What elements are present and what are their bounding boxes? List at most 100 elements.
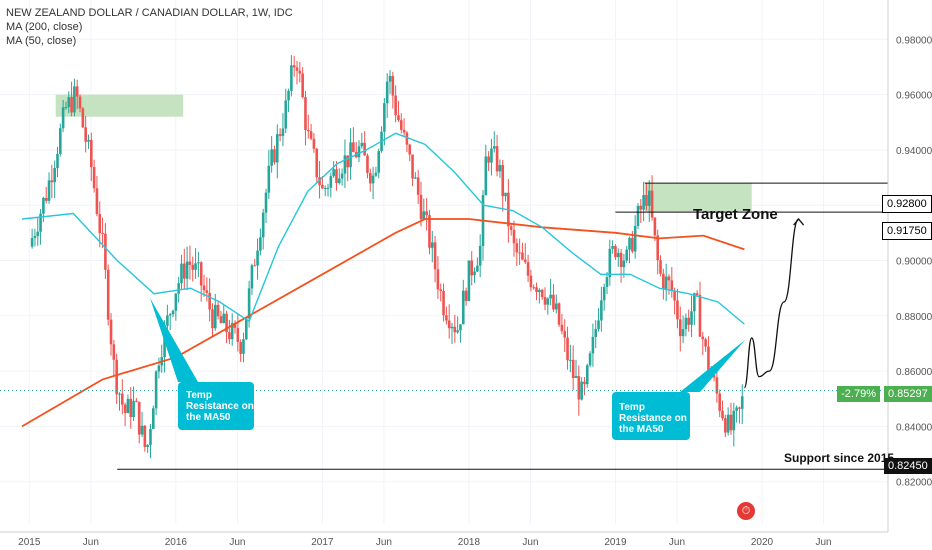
x-tick-label: Jun bbox=[815, 537, 831, 548]
candle-body bbox=[676, 300, 679, 320]
callout-right-line-1: Temp bbox=[619, 402, 645, 413]
candle-body bbox=[197, 262, 200, 264]
candle-body bbox=[270, 149, 273, 166]
candle-body bbox=[343, 155, 347, 174]
candle-body bbox=[295, 67, 299, 71]
candle-body bbox=[616, 252, 620, 258]
candle-body bbox=[619, 252, 623, 268]
candle-body bbox=[213, 304, 217, 329]
candle-body bbox=[168, 314, 172, 316]
candle-body bbox=[498, 165, 502, 172]
x-tick-label: Jun bbox=[229, 537, 245, 548]
y-tick-label: 0.94000 bbox=[896, 146, 932, 157]
candle-body bbox=[631, 237, 634, 252]
candle-body bbox=[425, 211, 428, 216]
x-tick-label: Jun bbox=[83, 537, 99, 548]
candle-body bbox=[636, 205, 640, 226]
candle-body bbox=[442, 290, 445, 316]
candle-body bbox=[518, 252, 521, 254]
callouts bbox=[150, 298, 745, 440]
candle-body bbox=[363, 142, 366, 156]
candle-body bbox=[112, 344, 116, 360]
candle-body bbox=[512, 229, 516, 244]
candle-body bbox=[678, 319, 682, 337]
candle-body bbox=[523, 259, 527, 263]
candle-body bbox=[278, 134, 282, 136]
candle-body bbox=[326, 187, 330, 189]
candle-body bbox=[56, 153, 59, 168]
candle-body bbox=[129, 398, 133, 418]
candle-body bbox=[740, 396, 744, 409]
candle-body bbox=[695, 293, 699, 295]
candle-body bbox=[659, 260, 662, 274]
candle-body bbox=[253, 265, 257, 267]
candle-body bbox=[563, 331, 567, 338]
candle-body bbox=[357, 146, 361, 158]
candle-body bbox=[36, 231, 40, 237]
candle-body bbox=[53, 167, 56, 183]
earnings-marker-icon[interactable]: ⏱ bbox=[737, 502, 755, 520]
candle-body bbox=[433, 242, 437, 270]
candle-body bbox=[222, 313, 226, 324]
candle-body bbox=[250, 265, 254, 289]
candle-body bbox=[529, 275, 533, 288]
candle-body bbox=[456, 330, 459, 333]
candle-body bbox=[185, 261, 189, 279]
callout-right-line-3: the MA50 bbox=[619, 424, 664, 435]
candle-body bbox=[662, 273, 665, 289]
candle-body bbox=[515, 243, 519, 253]
candle-body bbox=[411, 154, 414, 179]
candle-body bbox=[284, 100, 288, 129]
candle-body bbox=[115, 359, 118, 395]
target-zone bbox=[644, 183, 752, 213]
candle-body bbox=[735, 407, 738, 411]
candle-body bbox=[281, 128, 285, 136]
candle-body bbox=[109, 319, 113, 345]
legend-ma200: MA (200, close) bbox=[6, 21, 83, 33]
candle-body bbox=[591, 336, 595, 354]
candle-body bbox=[557, 303, 561, 325]
candle-body bbox=[715, 377, 719, 394]
candle-body bbox=[346, 155, 350, 168]
candle-body bbox=[67, 97, 71, 108]
candle-body bbox=[368, 172, 372, 184]
candle-body bbox=[687, 317, 691, 325]
candle-body bbox=[315, 148, 319, 178]
candle-body bbox=[642, 195, 645, 210]
candle-body bbox=[374, 172, 378, 176]
candle-body bbox=[304, 97, 307, 131]
y-tick-label: 0.84000 bbox=[896, 422, 932, 433]
candle-body bbox=[639, 205, 643, 210]
candle-body bbox=[600, 300, 603, 321]
candle-body bbox=[256, 250, 259, 266]
candle-body bbox=[273, 149, 276, 163]
candle-body bbox=[673, 290, 676, 301]
candle-body bbox=[323, 187, 327, 189]
x-tick-label: 2020 bbox=[751, 537, 774, 548]
candle-body bbox=[140, 425, 144, 435]
candle-body bbox=[202, 285, 206, 291]
chart-legend: NEW ZEALAND DOLLAR / CANADIAN DOLLAR, 1W… bbox=[6, 6, 293, 48]
candle-body bbox=[467, 260, 471, 301]
candle-body bbox=[453, 326, 457, 333]
candle-body bbox=[230, 323, 234, 340]
callout-right-text: Temp Resistance on the MA50 bbox=[619, 402, 687, 435]
candle-body bbox=[267, 165, 271, 193]
candle-body bbox=[622, 260, 626, 268]
candle-body bbox=[726, 414, 730, 433]
annotation-lines bbox=[0, 182, 888, 470]
candle-body bbox=[73, 86, 76, 113]
callout-right-pointer bbox=[680, 340, 745, 392]
candle-body bbox=[199, 262, 203, 286]
candle-body bbox=[205, 290, 209, 293]
candle-body bbox=[422, 211, 426, 220]
candle-body bbox=[64, 107, 68, 109]
candle-body bbox=[225, 313, 228, 333]
candle-body bbox=[242, 339, 245, 354]
candle-body bbox=[408, 144, 412, 155]
candle-body bbox=[509, 226, 513, 230]
candle-body bbox=[95, 188, 99, 215]
candle-body bbox=[301, 73, 304, 98]
